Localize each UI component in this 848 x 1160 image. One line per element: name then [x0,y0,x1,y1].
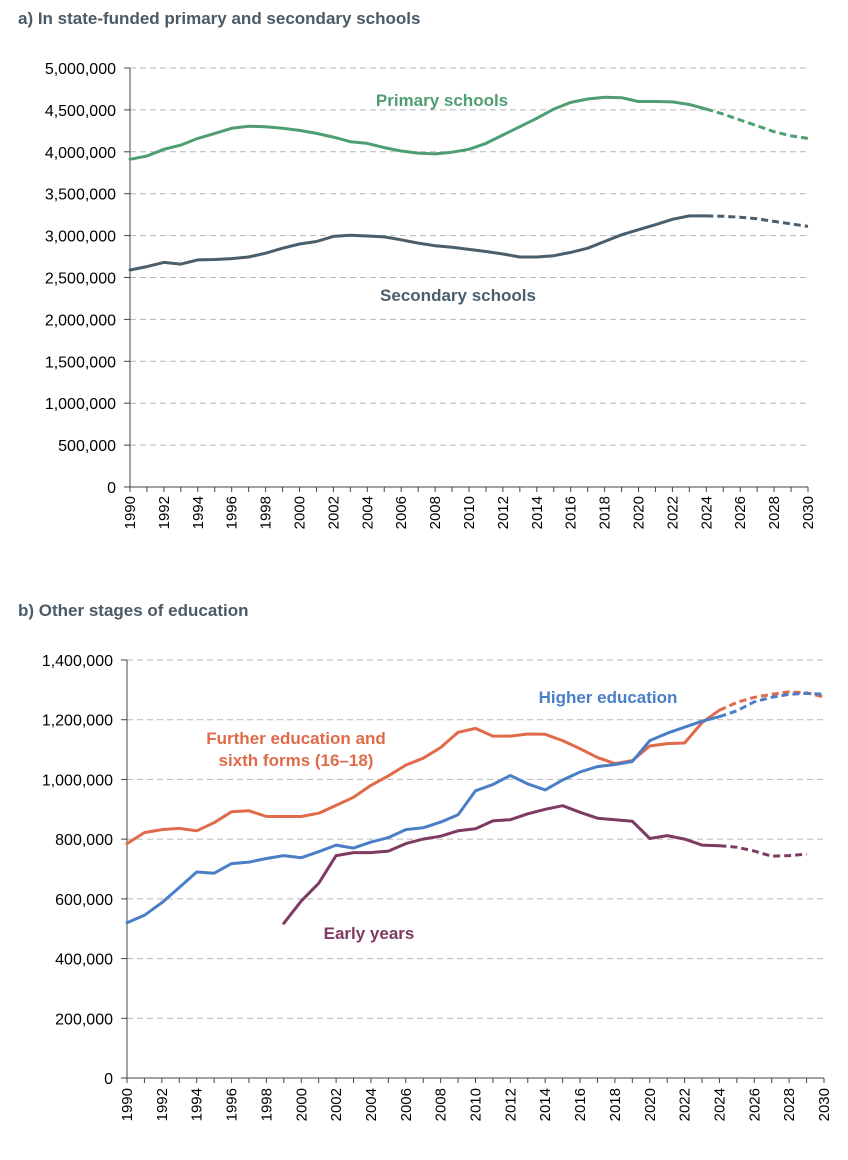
x-tick-label: 2010 [468,1088,485,1121]
chart-a-primary-secondary: 0 500,000 1,000,000 1,500,000 2,000,000 2,500… [45,61,817,529]
x-tick-label: 2024 [711,1088,728,1121]
series-label: sixth forms (16–18) [219,751,374,770]
y-tick-label: 500,000 [58,438,116,455]
series-projection-2 [719,844,807,858]
y-tick-label: 4,500,000 [45,103,116,120]
y-tick-label: 1,200,000 [42,713,113,730]
y-tick-label: 1,400,000 [42,653,113,670]
y-tick-label: 200,000 [55,1011,113,1028]
x-tick-label: 1990 [119,1088,136,1121]
y-tick-label: 0 [104,1071,113,1088]
x-tick-label: 2008 [433,1088,450,1121]
x-tick-label: 2008 [427,496,444,529]
x-tick-label: 2012 [495,496,512,529]
x-tick-label: 2006 [398,1088,415,1121]
x-tick-label: 1996 [224,1088,241,1121]
x-tick-label: 2000 [293,1088,310,1121]
y-tick-label: 4,000,000 [45,145,116,162]
x-tick-label: 2014 [537,1088,554,1121]
x-tick-label: 2014 [529,496,546,529]
y-tick-label: 0 [107,480,116,497]
series-label: Early years [324,924,415,943]
x-tick-label: 2026 [732,496,749,529]
series-label: Higher education [539,688,678,707]
x-tick-label: 2022 [677,1088,694,1121]
y-tick-label: 5,000,000 [45,61,116,78]
series-projection-1 [718,691,825,719]
series-line-0 [128,95,708,161]
y-tick-label: 2,000,000 [45,312,116,329]
x-tick-label: 1992 [154,1088,171,1121]
x-tick-label: 2016 [572,1088,589,1121]
x-tick-label: 1992 [156,496,173,529]
x-tick-label: 2026 [746,1088,763,1121]
x-tick-label: 2030 [800,496,817,529]
series-projection-1 [706,214,809,228]
x-tick-label: 2020 [631,496,648,529]
x-tick-label: 1998 [258,496,275,529]
series-line-1 [128,214,708,272]
x-tick-label: 1994 [189,1088,206,1121]
x-tick-label: 2020 [642,1088,659,1121]
x-tick-label: 2004 [359,496,376,529]
x-tick-label: 2028 [781,1088,798,1121]
x-tick-label: 2016 [563,496,580,529]
y-tick-label: 2,500,000 [45,271,116,288]
y-tick-label: 1,000,000 [45,396,116,413]
x-tick-label: 2012 [502,1088,519,1121]
x-tick-label: 1996 [224,496,241,529]
y-tick-label: 1,000,000 [42,772,113,789]
series-projection-0 [705,107,809,140]
x-tick-label: 2010 [461,496,478,529]
chart-a-title: a) In state-funded primary and secondary… [18,9,421,28]
x-tick-label: 2002 [328,1088,345,1121]
x-tick-label: 2002 [325,496,342,529]
x-tick-label: 2018 [597,496,614,529]
y-tick-label: 3,000,000 [45,229,116,246]
series-line-1 [125,715,721,925]
x-tick-label: 2022 [664,496,681,529]
x-tick-label: 2018 [607,1088,624,1121]
series-label: Primary schools [376,91,508,110]
x-tick-label: 2006 [393,496,410,529]
x-tick-label: 1990 [122,496,139,529]
y-tick-label: 1,500,000 [45,354,116,371]
x-tick-label: 2024 [698,496,715,529]
series-label: Further education and [206,729,385,748]
x-tick-label: 2030 [816,1088,833,1121]
y-tick-label: 3,500,000 [45,187,116,204]
chart-b-other-stages: 0 200,000 400,000 600,000 800,000 1,000,000 1,… [42,653,833,1121]
series-label: Secondary schools [380,286,536,305]
x-tick-label: 2000 [292,496,309,529]
x-tick-label: 1998 [258,1088,275,1121]
x-tick-label: 1994 [190,496,207,529]
y-tick-label: 600,000 [55,892,113,909]
x-tick-label: 2004 [363,1088,380,1121]
series-line-2 [282,804,721,925]
y-tick-label: 400,000 [55,952,113,969]
chart-b-title: b) Other stages of education [18,601,249,620]
x-tick-label: 2028 [766,496,783,529]
y-tick-label: 800,000 [55,832,113,849]
